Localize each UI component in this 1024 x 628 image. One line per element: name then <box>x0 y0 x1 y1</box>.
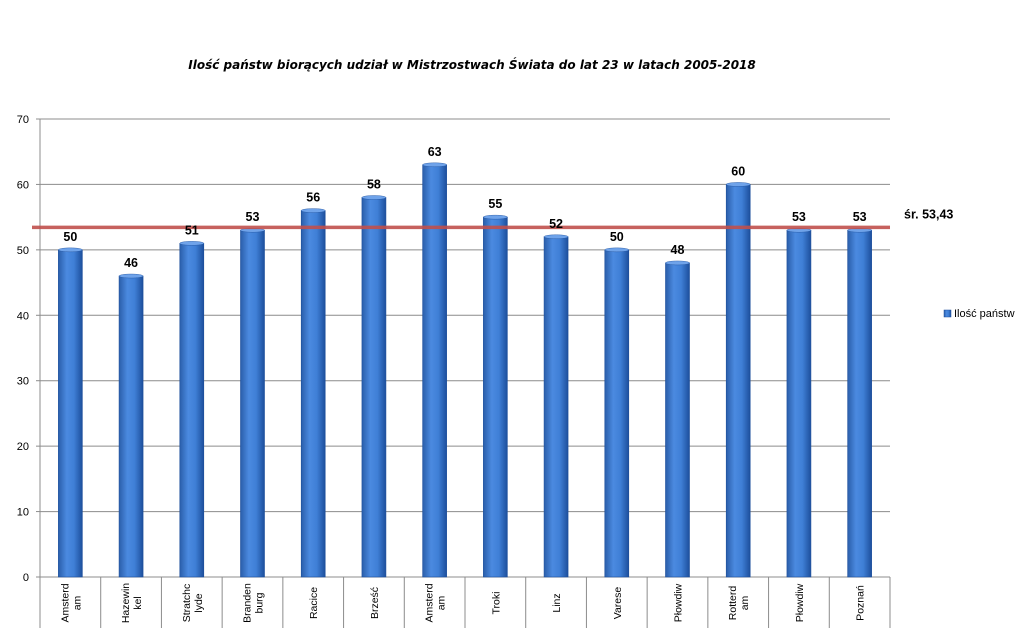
category-label: Hazewin kel <box>120 583 144 623</box>
bar-cap <box>543 234 569 239</box>
data-label: 56 <box>306 191 320 205</box>
bar <box>118 275 144 578</box>
bar <box>847 229 872 578</box>
bar <box>240 229 265 578</box>
average-line-group: śr. 53,43 <box>32 207 953 230</box>
category-label-line: Linz <box>551 593 563 612</box>
category-label: Amsterd am <box>424 583 448 622</box>
y-tick-label: 10 <box>17 507 29 519</box>
category-label: Płowdiw <box>794 583 806 622</box>
bar-cap <box>118 273 144 279</box>
category-label-line: Amsterd <box>59 583 71 622</box>
category-label-line: Rotterd <box>727 586 739 621</box>
legend: Ilość państw <box>943 308 1015 320</box>
bar <box>543 236 569 578</box>
category-label: Brześć <box>369 587 381 619</box>
category-label-line: Branden <box>242 583 254 623</box>
category-label-line: Płowdiw <box>794 583 806 622</box>
category-label-line: Brześć <box>369 587 381 619</box>
bar-cap <box>604 247 629 253</box>
category-label: Rotterd am <box>727 586 751 621</box>
data-label: 50 <box>63 230 77 244</box>
bar <box>361 197 387 578</box>
y-tick-label: 40 <box>17 310 29 322</box>
category-label-line: Varese <box>612 587 624 620</box>
bar <box>300 210 326 578</box>
bar <box>483 216 508 578</box>
y-tick-label: 50 <box>17 245 29 257</box>
data-label: 53 <box>246 210 260 224</box>
bar-cap <box>483 214 508 220</box>
y-tick-label: 30 <box>17 376 29 388</box>
data-label: 63 <box>428 145 442 159</box>
y-tick-label: 0 <box>23 572 29 584</box>
bar <box>604 249 630 578</box>
bar-cap <box>361 195 387 200</box>
y-tick-label: 60 <box>17 179 29 191</box>
category-label: Troki <box>490 592 502 615</box>
category-label-line: Racice <box>308 587 320 619</box>
chart-title: Ilość państw biorących udział w Mistrzos… <box>188 57 756 72</box>
average-label: śr. 53,43 <box>904 207 953 221</box>
category-label-line: Płowdiw <box>673 583 685 622</box>
bar <box>786 229 812 578</box>
category-label-line: lyde <box>193 593 205 612</box>
category-label: Varese <box>612 587 624 620</box>
category-label: Poznań <box>855 585 867 621</box>
category-label: Racice <box>308 587 320 619</box>
y-tick-label: 70 <box>17 114 29 126</box>
data-label: 58 <box>367 178 381 192</box>
y-tick-label: 20 <box>17 441 29 453</box>
category-label-line: Hazewin <box>120 583 132 623</box>
bar-cap <box>665 260 690 266</box>
category-label-line: am <box>739 595 751 610</box>
category-label: Płowdiw <box>673 583 685 622</box>
data-label: 50 <box>610 230 624 244</box>
category-label: Branden burg <box>242 583 266 623</box>
category-label-line: burg <box>254 592 266 613</box>
bar-cap <box>179 241 204 246</box>
data-label: 52 <box>549 217 563 231</box>
bar-cap <box>58 247 83 253</box>
category-label-line: Troki <box>490 592 502 615</box>
data-label: 46 <box>124 256 138 270</box>
category-label-line: am <box>71 595 83 610</box>
bar-cap <box>301 208 326 213</box>
category-label: Stratchc lyde <box>181 584 205 623</box>
category-label-line: Stratchc <box>181 584 193 623</box>
data-label: 60 <box>731 164 745 178</box>
bar <box>179 243 205 578</box>
bar-cap <box>726 182 751 187</box>
data-labels: 50 46 51 53 56 58 63 55 52 50 48 60 53 53 <box>63 145 866 270</box>
bar-cap <box>422 162 447 168</box>
legend-label: Ilość państw <box>954 308 1015 320</box>
data-label: 53 <box>853 210 867 224</box>
category-label-line: kel <box>132 596 144 609</box>
bar <box>725 184 751 578</box>
data-label: 51 <box>185 223 199 237</box>
category-label-line: Poznań <box>855 585 867 621</box>
category-label-line: am <box>436 595 448 610</box>
category-label: Amsterd am <box>59 583 83 622</box>
bar <box>665 262 690 578</box>
legend-swatch <box>943 309 952 318</box>
data-label: 53 <box>792 210 806 224</box>
data-label: 48 <box>671 243 685 257</box>
grid <box>40 118 890 513</box>
category-label: Linz <box>551 593 563 612</box>
category-label-line: Amsterd <box>424 583 436 622</box>
bar <box>58 249 83 578</box>
data-label: 55 <box>488 197 502 211</box>
bars <box>58 162 872 578</box>
